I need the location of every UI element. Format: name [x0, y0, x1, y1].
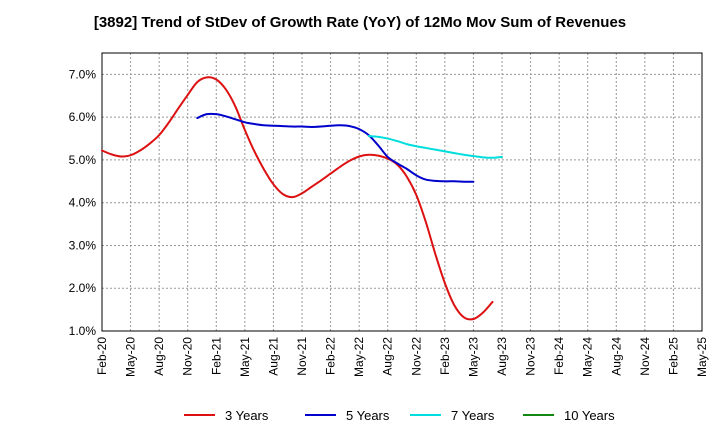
x-tick-label: Aug-22 [381, 337, 395, 376]
series-line-5-years [196, 112, 475, 183]
x-tick-label: Feb-24 [552, 337, 566, 375]
y-tick-label: 2.0% [69, 281, 97, 295]
series-lines [101, 76, 503, 321]
series-line-7-years [367, 134, 503, 159]
x-tick-label: May-25 [695, 337, 709, 377]
x-tick-label: Nov-23 [524, 337, 538, 376]
x-tick-label: May-23 [466, 337, 480, 377]
x-axis-tick-labels: Feb-20 May-20 Aug-20 Nov-20 Feb-21 May-21 Aug-… [95, 337, 709, 377]
series-line-3-years [101, 76, 494, 321]
y-tick-label: 1.0% [69, 324, 97, 338]
x-tick-label: Aug-21 [266, 337, 280, 376]
x-tick-label: Nov-22 [409, 337, 423, 376]
x-tick-label: Aug-24 [609, 337, 623, 376]
x-tick-label: Feb-25 [666, 337, 680, 375]
x-tick-label: Nov-20 [181, 337, 195, 376]
y-tick-label: 4.0% [69, 196, 97, 210]
x-tick-label: May-22 [352, 337, 366, 377]
y-tick-label: 3.0% [69, 238, 97, 252]
x-tick-label: Nov-24 [638, 337, 652, 376]
x-tick-label: Feb-22 [324, 337, 338, 375]
x-tick-label: Feb-21 [209, 337, 223, 375]
x-tick-label: Nov-21 [295, 337, 309, 376]
x-tick-label: Aug-20 [152, 337, 166, 376]
plot-frame [101, 52, 703, 332]
chart-title: [3892] Trend of StDev of Growth Rate (Yo… [93, 14, 627, 31]
horizontal-gridlines [102, 73, 702, 289]
x-tick-label: May-21 [238, 337, 252, 377]
y-axis-tick-labels: 1.0% 2.0% 3.0% 4.0% 5.0% 6.0% 7.0% [69, 67, 97, 338]
y-tick-label: 6.0% [69, 110, 97, 124]
x-tick-label: Feb-23 [438, 337, 452, 375]
y-tick-label: 5.0% [69, 153, 97, 167]
plot-area [102, 53, 702, 331]
legend-label-3-years: 3 Years [225, 408, 269, 423]
x-tick-label: Feb-20 [95, 337, 109, 375]
x-tick-label: May-24 [581, 337, 595, 377]
x-tick-label: May-20 [124, 337, 138, 377]
legend: 3 Years 5 Years 7 Years 10 Years [184, 408, 615, 423]
x-tick-label: Aug-23 [495, 337, 509, 376]
y-tick-label: 7.0% [69, 67, 97, 81]
legend-label-5-years: 5 Years [346, 408, 390, 423]
legend-label-10-years: 10 Years [564, 408, 615, 423]
legend-label-7-years: 7 Years [451, 408, 495, 423]
